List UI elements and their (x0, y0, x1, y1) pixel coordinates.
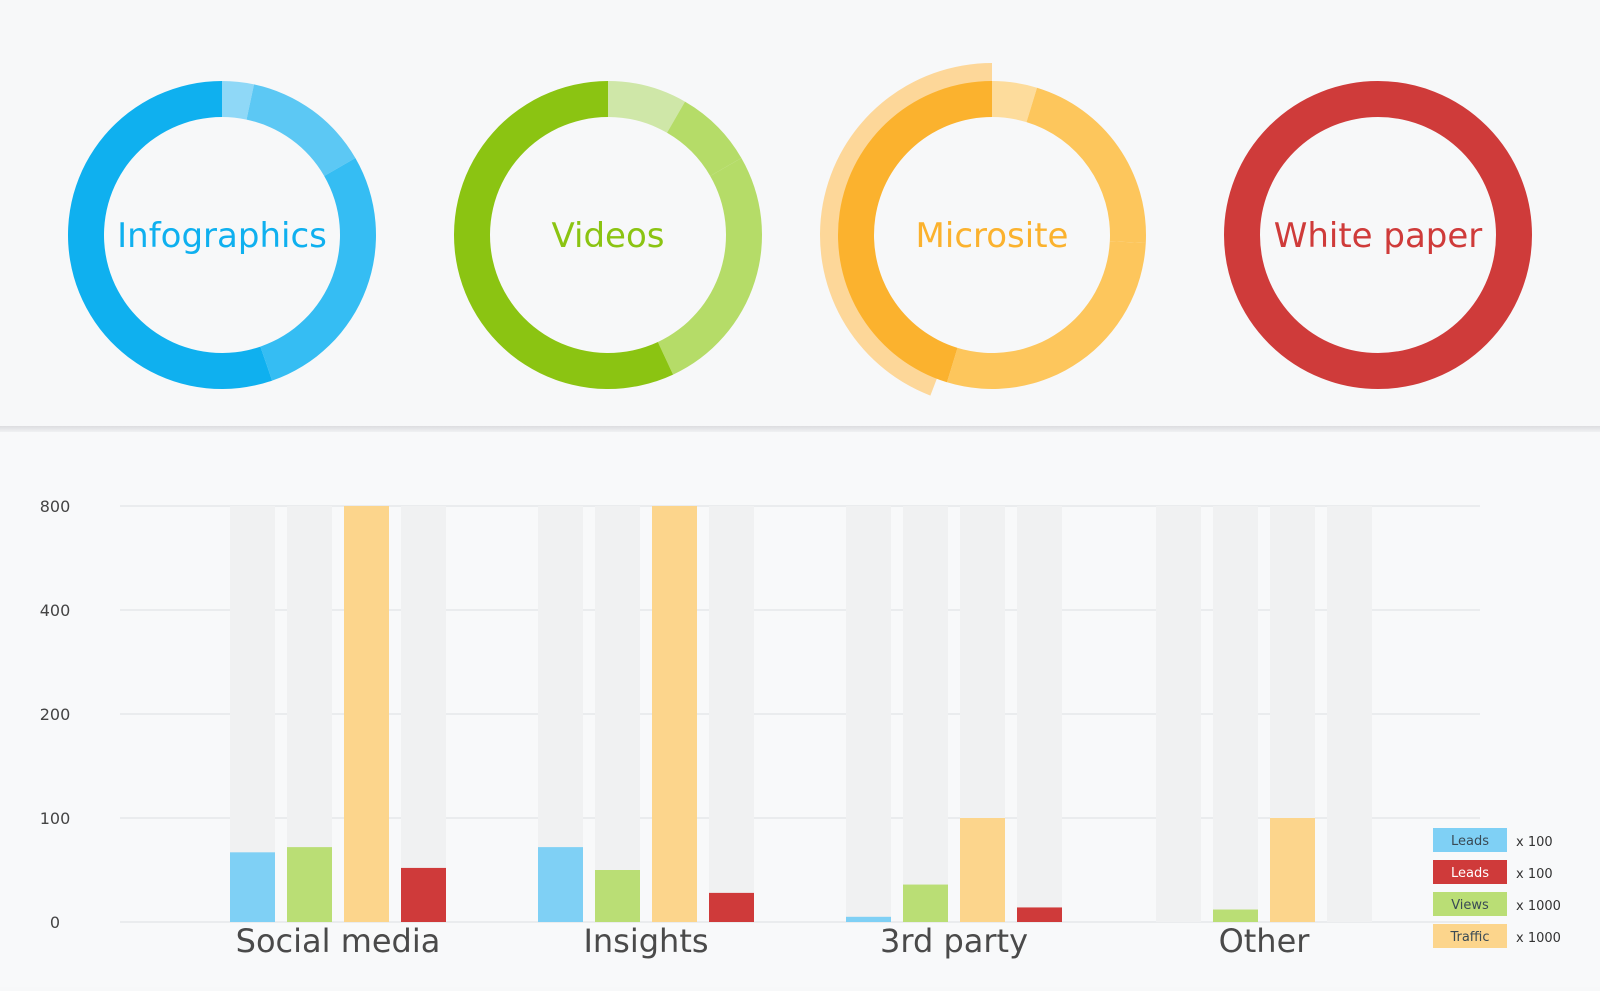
bar-track (709, 506, 754, 922)
donut-microsite[interactable]: Microsite (820, 63, 1146, 396)
x-category-label: Social media (236, 922, 441, 960)
bar-group-other (1156, 506, 1372, 922)
bar-track (1017, 506, 1062, 922)
donut-label: White paper (1274, 216, 1483, 256)
legend-swatch (1433, 924, 1507, 948)
bar-leads[interactable] (401, 867, 446, 922)
donut-segment (246, 84, 356, 176)
legend: Leads x 100 Leads x 100 Views x 1000 Traffic x … (1433, 828, 1561, 948)
panel-divider (0, 426, 1600, 434)
legend-item[interactable]: Views x 1000 (1433, 892, 1561, 916)
donut-ring (1224, 81, 1532, 389)
donut-segment (837, 81, 992, 383)
bar-traffic[interactable] (344, 506, 389, 922)
y-tick-label: 100 (40, 809, 71, 828)
bar-track (401, 506, 446, 922)
bar-chart-panel: 0 100 200 400 800 Social media Insights 3rd par… (0, 432, 1600, 987)
legend-item[interactable]: Leads x 100 (1433, 828, 1553, 852)
donut-panel: Infographics Videos Microsite White paper (0, 0, 1600, 428)
donut-segment (1026, 87, 1146, 244)
bar-track (595, 506, 640, 922)
legend-multiplier: x 100 (1516, 835, 1553, 850)
legend-swatch (1433, 860, 1507, 884)
donut-segment (222, 81, 255, 120)
bar-track (846, 506, 891, 922)
donut-infographics[interactable]: Infographics (67, 81, 376, 389)
bar-leads[interactable] (538, 847, 583, 922)
bar-track (1156, 506, 1201, 922)
bar-views[interactable] (903, 884, 948, 922)
legend-label: Views (1451, 898, 1489, 913)
bar-leads[interactable] (709, 892, 754, 922)
legend-label: Leads (1451, 866, 1489, 881)
legend-multiplier: x 100 (1516, 867, 1553, 882)
legend-swatch (1433, 828, 1507, 852)
donut-segment (454, 81, 674, 389)
donut-label: Microsite (916, 216, 1069, 256)
legend-multiplier: x 1000 (1516, 931, 1561, 946)
bar-views[interactable] (1213, 909, 1258, 922)
bar-leads[interactable] (846, 916, 891, 922)
legend-swatch (1433, 892, 1507, 916)
y-tick-label: 0 (50, 913, 60, 932)
donut-row: Infographics Videos Microsite White paper (67, 63, 1532, 396)
bar-group-social-media (230, 506, 446, 922)
bar-traffic[interactable] (960, 818, 1005, 922)
bar-views[interactable] (595, 870, 640, 922)
donut-segment (667, 101, 742, 176)
donut-segment (946, 241, 1146, 389)
donut-videos[interactable]: Videos (454, 81, 762, 389)
donut-segment (67, 81, 273, 389)
bar-group-3rd-party (846, 506, 1062, 922)
bar-chart: 0 100 200 400 800 Social media Insights 3rd par… (40, 497, 1561, 960)
y-tick-label: 400 (40, 601, 71, 620)
x-category-label: Other (1219, 922, 1311, 960)
donut-white-paper[interactable]: White paper (1224, 81, 1532, 389)
bar-group-insights (538, 506, 754, 922)
legend-label: Traffic (1449, 930, 1489, 945)
donut-label: Infographics (117, 216, 327, 256)
bar-traffic[interactable] (1270, 818, 1315, 922)
y-tick-label: 200 (40, 705, 71, 724)
donut-label: Videos (552, 216, 665, 256)
y-tick-label: 800 (40, 497, 71, 516)
legend-item[interactable]: Leads x 100 (1433, 860, 1553, 884)
x-category-label: 3rd party (880, 922, 1028, 960)
donut-segment (260, 158, 376, 381)
legend-label: Leads (1451, 834, 1489, 849)
bar-leads[interactable] (230, 852, 275, 922)
donut-segment (992, 81, 1038, 123)
bar-leads[interactable] (1017, 907, 1062, 922)
donut-segment (657, 158, 762, 375)
legend-multiplier: x 1000 (1516, 899, 1561, 914)
x-category-label: Insights (583, 922, 708, 960)
legend-item[interactable]: Traffic x 1000 (1433, 924, 1561, 948)
bar-track (903, 506, 948, 922)
bar-views[interactable] (287, 847, 332, 922)
bar-track (1327, 506, 1372, 922)
bar-track (1213, 506, 1258, 922)
donut-segment (608, 81, 685, 133)
bar-traffic[interactable] (652, 506, 697, 922)
